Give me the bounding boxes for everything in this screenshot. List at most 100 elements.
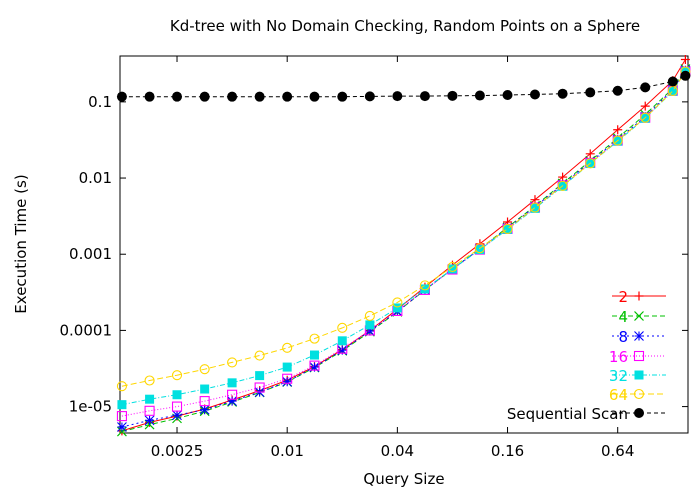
series-6-point-4: [227, 91, 238, 102]
series-6-point-2: [172, 91, 183, 102]
series-6-point-15: [529, 89, 540, 100]
y-tick-label-1: 0.0001: [60, 321, 113, 339]
series-0-point-16: [558, 172, 568, 182]
legend-label-3: 16: [609, 348, 628, 366]
legend-marker-5: [633, 388, 645, 400]
series-5-point-19: [640, 112, 651, 123]
series-4-point-15: [530, 203, 540, 213]
series-5-point-12: [447, 261, 458, 273]
series-2-point-1: [144, 415, 155, 426]
series-0: [117, 54, 690, 436]
series-6-point-20: [667, 76, 678, 87]
series-4-point-3: [200, 384, 210, 394]
series-6-point-13: [474, 90, 485, 101]
series-5-point-15: [529, 202, 541, 213]
legend-label-0: 2: [618, 288, 628, 306]
series-5-point-9: [364, 310, 375, 321]
series-4-point-12: [447, 264, 457, 274]
series-4-point-14: [503, 224, 513, 234]
series-6-point-8: [337, 91, 348, 102]
series-3-point-7: [309, 360, 320, 371]
x-tick-label-2: 0.04: [381, 442, 414, 460]
series-3-point-2: [171, 401, 183, 412]
series-6: [116, 70, 691, 102]
series-0-point-17: [585, 149, 595, 159]
x-tick-label-0: 0.0025: [151, 442, 204, 460]
series-6-point-0: [116, 91, 127, 102]
series-2: [117, 65, 691, 432]
series-4-point-7: [309, 350, 319, 360]
legend-label-1: 4: [618, 308, 628, 326]
series-2-point-2: [172, 410, 182, 421]
legend-marker-2: [634, 331, 644, 341]
series-6-point-16: [557, 88, 568, 99]
series-line-4: [121, 71, 686, 406]
series-6-point-18: [612, 85, 623, 96]
series-2-point-9: [364, 326, 375, 336]
series-5-point-1: [144, 375, 155, 386]
series-4-point-11: [420, 284, 430, 294]
series-5-point-14: [502, 223, 513, 234]
x-tick-label-4: 0.64: [601, 442, 634, 460]
series-5-point-11: [419, 280, 430, 291]
series-4-point-9: [365, 320, 375, 330]
series-group: [116, 54, 691, 437]
series-6-point-21: [680, 70, 691, 81]
series-4-point-20: [668, 86, 678, 96]
series-5-point-5: [254, 350, 265, 361]
legend-label-6: Sequential Scan: [507, 405, 628, 423]
series-6-point-19: [640, 82, 651, 93]
series-0-point-19: [640, 101, 650, 111]
series-2-point-6: [282, 376, 293, 387]
series-2-point-3: [199, 404, 210, 415]
y-tick-label-2: 0.001: [69, 245, 112, 263]
series-4-point-8: [337, 336, 347, 346]
axis-ticks: 1e-05 0.0001 0.001 0.01 0.1 0.0025 0.01 0.04 0.1…: [60, 56, 688, 460]
series-5-point-7: [309, 333, 320, 344]
series-2-point-8: [337, 345, 348, 356]
series-5-point-0: [116, 381, 127, 392]
series-3: [116, 66, 691, 422]
series-6-point-6: [282, 91, 293, 102]
series-0-point-18: [613, 125, 623, 135]
series-6-point-10: [392, 91, 403, 102]
series-line-6: [121, 75, 686, 98]
legend-marker-0: [634, 291, 644, 301]
series-5-point-13: [474, 243, 485, 254]
series-line-3: [121, 71, 686, 417]
series-3-point-4: [227, 389, 238, 400]
series-5: [116, 66, 691, 392]
series-6-point-11: [419, 91, 430, 102]
series-4-point-0: [117, 400, 127, 410]
x-axis-title: Query Size: [363, 470, 444, 488]
series-6-point-12: [447, 90, 458, 101]
series-5-point-2: [171, 370, 183, 381]
legend-label-5: 64: [609, 386, 628, 404]
x-tick-label-1: 0.01: [270, 442, 303, 460]
series-3-point-0: [116, 411, 127, 422]
series-5-point-18: [612, 135, 623, 146]
series-5-point-10: [392, 297, 403, 308]
series-5-point-17: [585, 158, 596, 169]
series-6-point-1: [144, 91, 155, 102]
series-line-0: [121, 59, 686, 432]
series-4-point-5: [255, 371, 265, 381]
legend-marker-4: [634, 370, 644, 380]
legend-label-2: 8: [618, 328, 628, 346]
y-axis-title: Execution Time (s): [12, 174, 30, 313]
series-4-point-2: [172, 390, 182, 400]
chart-title: Kd-tree with No Domain Checking, Random …: [170, 17, 640, 35]
series-4: [117, 67, 690, 410]
series-2-point-0: [117, 422, 127, 432]
series-6-point-9: [364, 91, 375, 102]
series-4-point-1: [145, 394, 155, 404]
legend-marker-3: [633, 350, 645, 362]
series-4-point-6: [282, 362, 292, 372]
series-5-point-6: [282, 342, 293, 353]
series-3-point-3: [199, 396, 210, 407]
series-6-point-5: [254, 91, 265, 102]
series-line-2: [121, 70, 686, 428]
series-1: [117, 64, 691, 437]
series-line-5: [121, 71, 686, 387]
